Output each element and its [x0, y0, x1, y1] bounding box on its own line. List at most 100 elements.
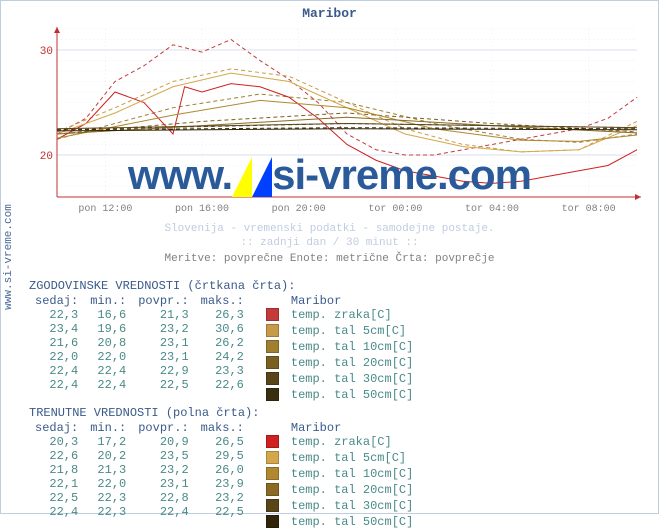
legend-swatch [260, 451, 285, 467]
value-cell: 23,1 [132, 477, 194, 491]
value-cell: 22,0 [29, 350, 84, 364]
value-cell: 23,9 [195, 477, 250, 491]
value-cell: 22,1 [29, 477, 84, 491]
value-cell: 26,3 [195, 308, 250, 322]
value-cell: 22,3 [84, 505, 132, 519]
value-cell: 23,2 [195, 491, 250, 505]
value-cell: 23,1 [132, 350, 194, 364]
chart-title: Maribor [1, 6, 658, 21]
legend-label: temp. tal 20cm[C] [285, 483, 419, 499]
value-cell: 22,4 [84, 364, 132, 378]
table-row: 22,122,023,123,9 [29, 477, 250, 491]
value-cell: 20,8 [84, 336, 132, 350]
column-header: min.: [84, 294, 132, 308]
value-cell: 22,4 [29, 505, 84, 519]
historical-legend: Maribor temp. zraka[C]temp. tal 5cm[C]te… [260, 294, 419, 404]
value-cell: 21,8 [29, 463, 84, 477]
legend-label: temp. zraka[C] [285, 435, 419, 451]
table-row: 22,022,023,124,2 [29, 350, 250, 364]
legend-row: temp. tal 5cm[C] [260, 324, 419, 340]
legend-swatch [260, 356, 285, 372]
legend-row: temp. zraka[C] [260, 308, 419, 324]
legend-row: temp. zraka[C] [260, 435, 419, 451]
value-cell: 24,2 [195, 350, 250, 364]
legend-swatch [260, 388, 285, 404]
column-header: povpr.: [132, 421, 194, 435]
timeseries-chart: 2030pon 12:00pon 16:00pon 20:00tor 00:00… [33, 25, 645, 217]
value-cell: 23,2 [132, 463, 194, 477]
column-header: min.: [84, 421, 132, 435]
current-legend: Maribor temp. zraka[C]temp. tal 5cm[C]te… [260, 421, 419, 531]
legend-swatch [260, 372, 285, 388]
value-cell: 26,2 [195, 336, 250, 350]
legend-row: temp. tal 50cm[C] [260, 515, 419, 531]
svg-text:pon 12:00: pon 12:00 [78, 204, 132, 215]
value-cell: 22,4 [84, 378, 132, 392]
value-cell: 26,0 [195, 463, 250, 477]
svg-text:tor 08:00: tor 08:00 [562, 204, 616, 215]
value-cell: 22,0 [84, 350, 132, 364]
table-row: 22,522,322,823,2 [29, 491, 250, 505]
legend-row: temp. tal 20cm[C] [260, 483, 419, 499]
value-cell: 30,6 [195, 322, 250, 336]
current-section-title: TRENUTNE VREDNOSTI (polna črta): [29, 406, 648, 420]
legend-label: temp. tal 50cm[C] [285, 515, 419, 531]
table-row: 22,422,422,522,6 [29, 378, 250, 392]
legend-label: temp. tal 5cm[C] [285, 451, 419, 467]
meta-description-3: Meritve: povprečne Enote: metrične Črta:… [1, 253, 658, 265]
current-values-table: sedaj:min.:povpr.:maks.: 20,317,220,926,… [29, 421, 250, 519]
column-header: sedaj: [29, 294, 84, 308]
legend-label: temp. tal 30cm[C] [285, 372, 419, 388]
legend-station-label: Maribor [285, 294, 419, 308]
legend-swatch [260, 499, 285, 515]
value-cell: 23,3 [195, 364, 250, 378]
value-cell: 22,5 [29, 491, 84, 505]
column-header: maks.: [195, 421, 250, 435]
value-cell: 22,8 [132, 491, 194, 505]
value-cell: 17,2 [84, 435, 132, 449]
value-cell: 16,6 [84, 308, 132, 322]
value-cell: 22,6 [29, 449, 84, 463]
meta-description-2: :: zadnji dan / 30 minut :: [1, 237, 658, 249]
value-cell: 23,2 [132, 322, 194, 336]
historical-values-table: sedaj:min.:povpr.:maks.: 22,316,621,326,… [29, 294, 250, 392]
table-row: 22,316,621,326,3 [29, 308, 250, 322]
legend-row: temp. tal 30cm[C] [260, 372, 419, 388]
value-cell: 22,3 [84, 491, 132, 505]
svg-text:tor 04:00: tor 04:00 [465, 204, 519, 215]
meta-description-1: Slovenija - vremenski podatki - samodejn… [1, 223, 658, 235]
table-row: 23,419,623,230,6 [29, 322, 250, 336]
value-cell: 22,5 [132, 378, 194, 392]
column-header: sedaj: [29, 421, 84, 435]
value-cell: 22,5 [195, 505, 250, 519]
value-cell: 20,2 [84, 449, 132, 463]
historical-section-title: ZGODOVINSKE VREDNOSTI (črtkana črta): [29, 279, 648, 293]
data-tables: ZGODOVINSKE VREDNOSTI (črtkana črta): se… [29, 277, 648, 531]
legend-label: temp. tal 5cm[C] [285, 324, 419, 340]
svg-text:pon 20:00: pon 20:00 [272, 204, 326, 215]
value-cell: 22,3 [29, 308, 84, 322]
legend-label: temp. tal 10cm[C] [285, 467, 419, 483]
svg-text:pon 16:00: pon 16:00 [175, 204, 229, 215]
table-row: 21,821,323,226,0 [29, 463, 250, 477]
table-row: 21,620,823,126,2 [29, 336, 250, 350]
legend-label: temp. tal 20cm[C] [285, 356, 419, 372]
value-cell: 29,5 [195, 449, 250, 463]
table-row: 22,422,422,923,3 [29, 364, 250, 378]
legend-swatch [260, 324, 285, 340]
table-row: 20,317,220,926,5 [29, 435, 250, 449]
legend-row: temp. tal 10cm[C] [260, 467, 419, 483]
column-header: povpr.: [132, 294, 194, 308]
value-cell: 19,6 [84, 322, 132, 336]
value-cell: 23,5 [132, 449, 194, 463]
value-cell: 20,3 [29, 435, 84, 449]
legend-swatch [260, 467, 285, 483]
value-cell: 22,4 [132, 505, 194, 519]
legend-label: temp. tal 10cm[C] [285, 340, 419, 356]
value-cell: 22,0 [84, 477, 132, 491]
svg-text:20: 20 [40, 151, 53, 163]
legend-swatch [260, 308, 285, 324]
column-header: maks.: [195, 294, 250, 308]
value-cell: 23,1 [132, 336, 194, 350]
table-row: 22,422,322,422,5 [29, 505, 250, 519]
